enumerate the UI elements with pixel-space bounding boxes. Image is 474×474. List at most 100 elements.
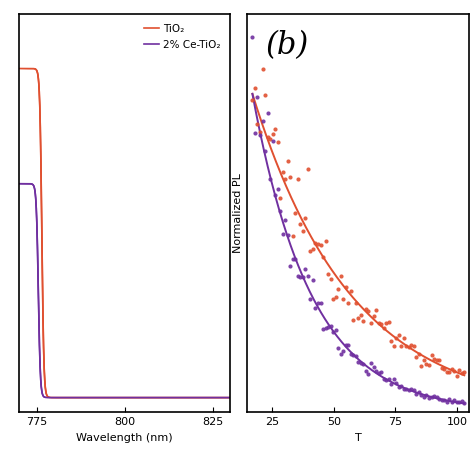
Point bbox=[349, 316, 357, 324]
Point bbox=[322, 324, 329, 332]
Point bbox=[398, 383, 405, 390]
Point bbox=[395, 383, 402, 391]
Point bbox=[405, 386, 413, 393]
TiO₂ bbox=[16, 66, 22, 72]
Point bbox=[352, 299, 360, 307]
Point bbox=[398, 342, 405, 350]
Point bbox=[254, 93, 261, 100]
Point bbox=[345, 341, 352, 349]
Point bbox=[334, 344, 342, 352]
Point bbox=[276, 207, 284, 215]
Point bbox=[276, 195, 284, 202]
Point bbox=[334, 285, 342, 293]
Point bbox=[433, 356, 440, 364]
Point bbox=[324, 323, 332, 331]
Point bbox=[395, 331, 402, 339]
Point bbox=[430, 392, 438, 400]
Point bbox=[367, 359, 375, 366]
2% Ce-TiO₂ bbox=[221, 395, 227, 401]
Point bbox=[304, 165, 312, 173]
Point bbox=[453, 373, 461, 380]
TiO₂ bbox=[221, 395, 227, 401]
2% Ce-TiO₂ bbox=[27, 181, 33, 187]
Point bbox=[339, 347, 347, 355]
Point bbox=[297, 273, 304, 281]
Point bbox=[284, 231, 292, 238]
TiO₂ bbox=[81, 395, 87, 401]
Point bbox=[264, 133, 271, 141]
Point bbox=[438, 364, 446, 372]
Line: TiO₂: TiO₂ bbox=[19, 69, 230, 398]
Point bbox=[342, 341, 349, 348]
Point bbox=[390, 343, 398, 350]
Point bbox=[458, 398, 465, 405]
Point bbox=[266, 175, 274, 182]
Point bbox=[309, 245, 317, 253]
Point bbox=[380, 325, 387, 332]
2% Ce-TiO₂ bbox=[221, 395, 227, 401]
Point bbox=[339, 295, 347, 303]
Point bbox=[307, 295, 314, 303]
Point bbox=[256, 132, 264, 139]
Point bbox=[269, 130, 276, 138]
Point bbox=[440, 365, 448, 373]
Point bbox=[329, 328, 337, 336]
Point bbox=[282, 175, 289, 183]
Point bbox=[415, 350, 423, 357]
TiO₂ bbox=[228, 395, 233, 401]
Point bbox=[423, 391, 430, 399]
Point bbox=[362, 367, 370, 374]
Point bbox=[370, 312, 377, 320]
Point bbox=[461, 368, 468, 375]
Point bbox=[410, 342, 418, 349]
Point bbox=[312, 304, 319, 311]
Point bbox=[259, 65, 266, 73]
Point bbox=[309, 277, 317, 284]
Point bbox=[297, 220, 304, 228]
Point bbox=[405, 343, 413, 351]
Point bbox=[332, 326, 339, 333]
Point bbox=[408, 341, 415, 349]
Point bbox=[274, 138, 282, 146]
Point bbox=[372, 306, 380, 314]
Point bbox=[400, 335, 408, 342]
Point bbox=[387, 337, 395, 345]
Point bbox=[448, 398, 456, 406]
Point bbox=[284, 157, 292, 165]
Point bbox=[408, 385, 415, 393]
Point bbox=[372, 367, 380, 375]
Point bbox=[385, 319, 392, 326]
Point bbox=[274, 185, 282, 193]
Point bbox=[461, 399, 468, 407]
Point bbox=[428, 352, 435, 359]
Point bbox=[327, 322, 335, 329]
Point bbox=[438, 396, 446, 404]
Point bbox=[410, 387, 418, 394]
Point bbox=[402, 342, 410, 349]
Point bbox=[458, 369, 465, 376]
Point bbox=[266, 136, 274, 143]
2% Ce-TiO₂ bbox=[228, 395, 233, 401]
Point bbox=[271, 126, 279, 133]
Point bbox=[312, 239, 319, 246]
Point bbox=[314, 240, 322, 248]
Point bbox=[425, 395, 433, 402]
Point bbox=[292, 255, 299, 263]
Point bbox=[375, 369, 383, 376]
TiO₂ bbox=[113, 395, 119, 401]
TiO₂ bbox=[27, 66, 33, 72]
Point bbox=[259, 117, 266, 125]
Line: 2% Ce-TiO₂: 2% Ce-TiO₂ bbox=[19, 184, 230, 398]
Point bbox=[383, 319, 390, 327]
Point bbox=[261, 91, 269, 99]
Point bbox=[251, 129, 259, 137]
Point bbox=[443, 399, 450, 406]
Point bbox=[349, 352, 357, 359]
Point bbox=[355, 314, 362, 321]
2% Ce-TiO₂ bbox=[182, 395, 188, 401]
Point bbox=[375, 319, 383, 327]
Point bbox=[337, 350, 345, 358]
Point bbox=[254, 120, 261, 128]
Point bbox=[286, 263, 294, 270]
Point bbox=[319, 325, 327, 332]
